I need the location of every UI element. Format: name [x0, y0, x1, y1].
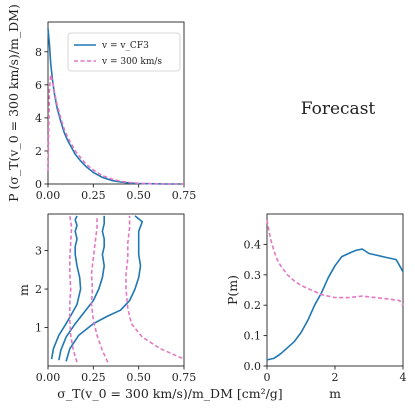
x-tick-label: 0.50	[126, 371, 151, 384]
density-panel: 0.00 0.25 0.50 0.75 0 2 4 6 8 P (σ_T(v_0 = 300 k…	[6, 4, 196, 202]
y-tick-label: 6	[35, 79, 42, 92]
y-axis-label: P(m)	[225, 275, 240, 305]
y-tick-label: 0.3	[244, 269, 262, 282]
plot-frame	[47, 213, 185, 367]
y-tick-label: 0.4	[244, 238, 262, 251]
x-tick-label: 0.25	[81, 189, 106, 202]
x-tick-label: 0.25	[81, 371, 106, 384]
cross-section-vs-m-panel: 0.00 0.25 0.50 0.75 1 2 3 σ_T(v_0 = 300 km/s)/…	[16, 213, 283, 401]
dashed-series-line	[47, 74, 184, 185]
legend: v = v_CF3 v = 300 km/s	[67, 32, 181, 72]
dashed-series-line	[90, 215, 109, 363]
legend-label-dashed: v = 300 km/s	[101, 57, 162, 67]
y-tick-label: 0	[35, 178, 42, 191]
x-tick-label: 0	[264, 371, 271, 384]
dashed-series-line	[69, 215, 78, 363]
x-tick-label: 2	[332, 371, 339, 384]
y-tick-label: 3	[35, 245, 42, 258]
y-axis-label: m	[16, 284, 31, 296]
y-tick-label: 4	[35, 112, 42, 125]
x-tick-label: 0.00	[36, 189, 61, 202]
y-tick-label: 2	[35, 145, 42, 158]
m-distribution-panel: 0 2 4 0.0 0.1 0.2 0.3 0.4 m P(m)	[225, 213, 407, 401]
y-tick-label: 1	[35, 322, 42, 335]
forecast-label: Forecast	[301, 99, 376, 119]
solid-series-line	[58, 215, 105, 361]
y-tick-label: 0.1	[244, 330, 262, 343]
dashed-series-line	[266, 219, 404, 306]
plot-frame	[266, 213, 404, 367]
x-tick-label: 0.50	[126, 189, 151, 202]
solid-series-line	[266, 248, 404, 361]
y-tick-label: 0.0	[244, 360, 262, 373]
x-tick-label: 0.75	[172, 371, 197, 384]
solid-series-line	[50, 215, 82, 360]
plot-frame	[47, 21, 185, 185]
dashed-series-line	[125, 215, 183, 360]
x-tick-label: 4	[400, 371, 407, 384]
x-axis-label: σ_T(v_0 = 300 km/s)/m_DM [cm²/g]	[57, 386, 282, 401]
x-axis-label: m	[329, 386, 341, 401]
y-tick-label: 0.2	[244, 299, 262, 312]
x-tick-label: 0.00	[36, 371, 61, 384]
y-tick-label: 8	[35, 46, 42, 59]
y-tick-label: 2	[35, 283, 42, 296]
legend-label-solid: v = v_CF3	[101, 41, 149, 51]
y-axis-label: P (σ_T(v_0 = 300 km/s)/m_DM)	[6, 4, 21, 202]
x-tick-label: 0.75	[172, 189, 197, 202]
solid-series-line	[65, 215, 144, 362]
